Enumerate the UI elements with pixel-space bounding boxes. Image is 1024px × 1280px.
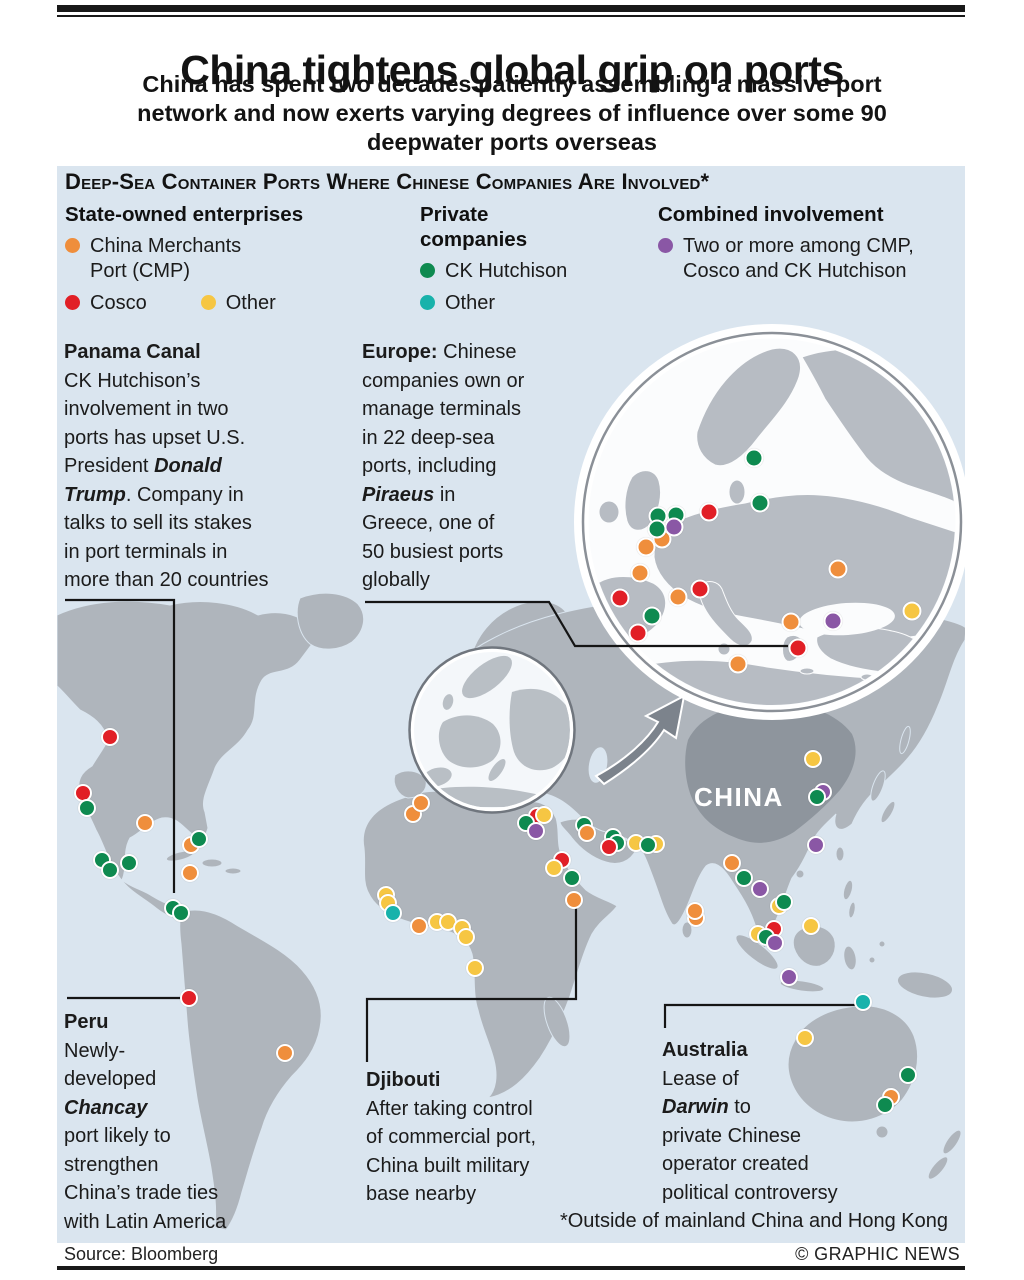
panama-leader-line: [65, 598, 176, 893]
europe-locator-circle: [408, 646, 576, 814]
annotation-title: Australia: [662, 1039, 748, 1061]
annotation-panama-canal: Panama Canal CK Hutchison’s involvement i…: [64, 338, 354, 595]
cosco-dot-icon: [65, 295, 80, 310]
annotation-europe: Europe: Chinese companies own or manage te…: [362, 338, 577, 595]
annotation-title: Peru: [64, 1011, 109, 1033]
combined-dot-icon: [658, 238, 673, 253]
legend-group-private: Private companies CK Hutchison Other: [420, 202, 620, 316]
australia-leader-line: [663, 1003, 855, 1028]
legend-item-cosco: Cosco: [65, 291, 147, 316]
legend-item-other-private: Other: [420, 291, 620, 316]
annotation-title: Panama Canal: [64, 341, 201, 363]
cmp-dot-icon: [65, 238, 80, 253]
annotation-djibouti: Djibouti After taking control of commerci…: [366, 1066, 616, 1209]
annotation-body: After taking control of commercial port, C…: [366, 1097, 537, 1206]
legend-item-label: China Merchants Port (CMP): [90, 235, 242, 282]
annotation-australia: Australia Lease of Darwin to private Chine…: [662, 1036, 912, 1207]
leader-lines: [65, 598, 855, 1062]
annotation-body: Lease of Darwin to private Chinese operator…: [662, 1067, 838, 1204]
source-credit: Source: Bloomberg: [64, 1244, 219, 1264]
annotation-title: Djibouti: [366, 1069, 441, 1091]
other-state-dot-icon: [200, 295, 216, 310]
legend-item-combined: Two or more among CMP, Cosco and CK Hutc…: [658, 234, 948, 284]
legend-item-other-state: Other: [200, 291, 276, 316]
legend-item-label: Other: [445, 292, 496, 314]
top-rule-thin: [57, 15, 965, 17]
top-rule-thick: [57, 5, 965, 12]
china-shape: [685, 701, 856, 843]
legend-item-label: Other: [225, 292, 276, 314]
china-label: CHINA: [694, 782, 784, 812]
legend-header: Deep-Sea Container Ports Where Chinese C…: [65, 169, 710, 194]
annotation-peru: Peru Newly-developed Chancay port likely t…: [64, 1008, 294, 1236]
legend-item-ck-hutchison: CK Hutchison: [420, 259, 620, 284]
legend-item-label: CK Hutchison: [445, 260, 568, 282]
legend-group-title: Private companies: [420, 203, 528, 251]
europe-leader-line: [365, 600, 788, 648]
page-title: China tightens global grip on ports: [180, 47, 844, 94]
legend-group-title: State-owned enterprises: [65, 203, 304, 226]
djibouti-leader-line: [365, 907, 578, 1062]
legend-item-label: Cosco: [90, 292, 147, 314]
footnote: *Outside of mainland China and Hong Kong: [559, 1210, 948, 1232]
europe-inset-circle: [574, 324, 965, 720]
annotation-body: CK Hutchison’s involvement in two ports ha…: [64, 369, 269, 592]
magnifier-arrow: [594, 694, 686, 786]
legend-group-combined: Combined involvement Two or more among C…: [658, 202, 948, 284]
legend-item-label: Two or more among CMP, Cosco and CK Hutc…: [683, 235, 914, 282]
other-private-dot-icon: [420, 295, 435, 310]
annotation-body: Newly-developed Chancay port likely to stre…: [64, 1039, 227, 1233]
legend-item-cmp: China Merchants Port (CMP): [65, 234, 395, 284]
annotation-body: Europe: Chinese companies own or manage te…: [362, 341, 525, 591]
page-subtitle: China has spent two decades patiently as…: [137, 71, 887, 155]
legend-group-state-owned: State-owned enterprises China Merchants …: [65, 202, 395, 316]
ck-hutchison-dot-icon: [420, 263, 435, 278]
legend-group-title: Combined involvement: [658, 203, 884, 226]
publisher-credit: © GRAPHIC NEWS: [795, 1244, 960, 1264]
bottom-rule: [57, 1266, 965, 1270]
